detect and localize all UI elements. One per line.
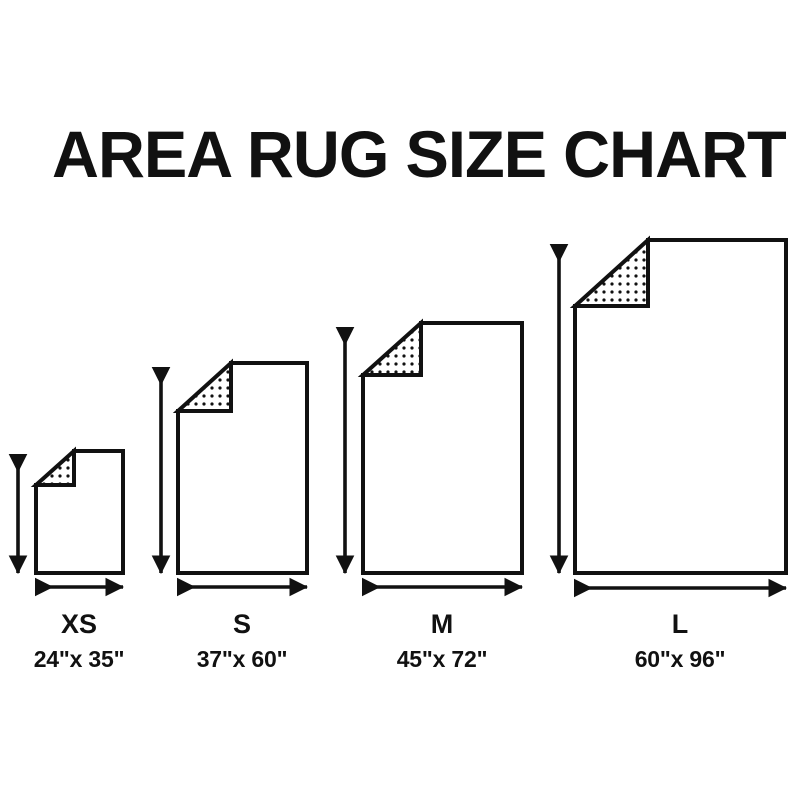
rug-fold-outline-xs bbox=[30, 446, 76, 487]
rug-fold-outline-s bbox=[172, 358, 233, 413]
size-label-m: M 45"x 72" bbox=[332, 611, 552, 671]
size-name-xs: XS bbox=[60, 609, 98, 639]
size-dimensions-l: 60"x 96" bbox=[634, 646, 726, 672]
rug-m bbox=[335, 318, 524, 597]
rug-s bbox=[151, 358, 309, 597]
size-label-s: S 37"x 60" bbox=[132, 611, 352, 671]
size-label-xs: XS 24"x 35" bbox=[0, 611, 189, 671]
rug-l bbox=[549, 235, 788, 598]
size-dimensions-s: 37"x 60" bbox=[196, 646, 288, 672]
page-title: AREA RUG SIZE CHART bbox=[52, 117, 787, 191]
size-dimensions-m: 45"x 72" bbox=[396, 646, 488, 672]
size-dimensions-xs: 24"x 35" bbox=[33, 646, 125, 672]
rug-fold-outline-l bbox=[569, 235, 650, 308]
rug-fold-outline-m bbox=[357, 318, 423, 377]
size-name-l: L bbox=[671, 609, 689, 639]
size-label-l: L 60"x 96" bbox=[570, 611, 790, 671]
size-name-m: M bbox=[430, 609, 454, 639]
size-name-s: S bbox=[232, 609, 251, 639]
rug-xs bbox=[8, 446, 125, 597]
